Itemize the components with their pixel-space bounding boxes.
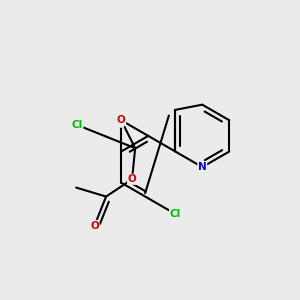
Text: N: N: [198, 162, 207, 172]
Text: I: I: [119, 117, 123, 127]
Text: Cl: Cl: [169, 209, 181, 219]
Text: O: O: [128, 174, 136, 184]
Text: O: O: [117, 115, 126, 125]
Text: Cl: Cl: [169, 209, 181, 219]
Text: I: I: [119, 117, 123, 127]
Text: Cl: Cl: [72, 120, 83, 130]
Text: O: O: [90, 220, 99, 230]
